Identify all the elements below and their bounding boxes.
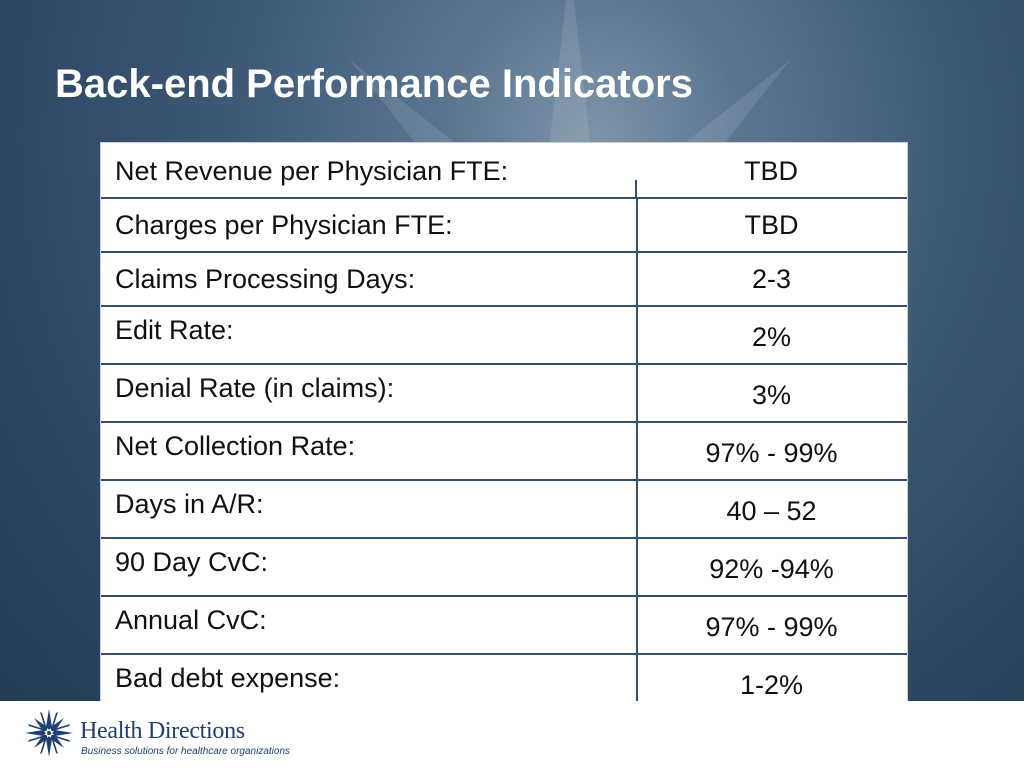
indicator-value: 97% - 99% bbox=[636, 596, 906, 655]
performance-indicators-table: Net Revenue per Physician FTE: TBD Charg… bbox=[101, 143, 907, 713]
indicator-label: 90 Day CvC: bbox=[102, 538, 637, 597]
indicator-value: 2-3 bbox=[636, 252, 906, 307]
indicator-value: TBD bbox=[635, 144, 906, 199]
table-row: Charges per Physician FTE: TBD bbox=[102, 198, 906, 253]
indicator-label: Denial Rate (in claims): bbox=[102, 364, 637, 423]
indicator-value: TBD bbox=[636, 198, 906, 253]
indicator-value: 97% - 99% bbox=[636, 422, 906, 481]
indicator-value: 2% bbox=[636, 306, 906, 365]
indicator-label: Annual CvC: bbox=[102, 596, 637, 655]
table-row: Days in A/R: 40 – 52 bbox=[102, 480, 906, 539]
indicator-label: Charges per Physician FTE: bbox=[102, 198, 637, 253]
indicator-value: 40 – 52 bbox=[636, 480, 906, 539]
table-row: Denial Rate (in claims): 3% bbox=[102, 364, 906, 423]
table-row: Edit Rate: 2% bbox=[102, 306, 906, 365]
indicator-label: Net Revenue per Physician FTE: bbox=[102, 144, 637, 199]
table-row: Net Collection Rate: 97% - 99% bbox=[102, 422, 906, 481]
table-row: Net Revenue per Physician FTE: TBD bbox=[102, 144, 906, 199]
indicator-label: Claims Processing Days: bbox=[102, 252, 637, 307]
indicator-label: Bad debt expense: bbox=[115, 663, 341, 693]
indicator-value: 3% bbox=[636, 364, 906, 423]
indicator-label: Edit Rate: bbox=[102, 306, 637, 365]
indicator-label: Net Collection Rate: bbox=[102, 422, 637, 481]
footer-bar: Health Directions Business solutions for… bbox=[0, 701, 1024, 768]
star-burst-icon bbox=[25, 709, 73, 757]
company-tagline: Business solutions for healthcare organi… bbox=[81, 746, 291, 757]
indicator-value: 92% -94% bbox=[636, 538, 906, 597]
table-row: 90 Day CvC: 92% -94% bbox=[102, 538, 906, 597]
slide-title: Back-end Performance Indicators bbox=[55, 62, 693, 106]
table-row: Annual CvC: 97% - 99% bbox=[102, 596, 906, 655]
indicator-label: Days in A/R: bbox=[102, 480, 637, 539]
table-row: Claims Processing Days: 2-3 bbox=[102, 252, 906, 307]
company-name: Health Directions bbox=[80, 718, 245, 744]
